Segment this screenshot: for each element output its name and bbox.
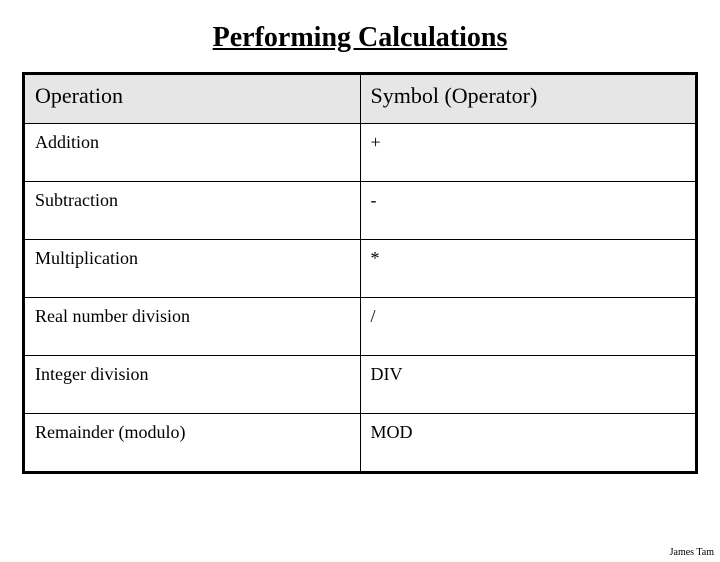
cell-operation: Addition (24, 124, 361, 182)
cell-symbol: / (360, 298, 697, 356)
footer-author: James Tam (670, 547, 714, 558)
page-title: Performing Calculations (0, 22, 720, 54)
table-row: Real number division / (24, 298, 697, 356)
cell-operation: Multiplication (24, 240, 361, 298)
cell-operation: Real number division (24, 298, 361, 356)
cell-symbol: * (360, 240, 697, 298)
table-row: Addition + (24, 124, 697, 182)
cell-symbol: + (360, 124, 697, 182)
cell-symbol: - (360, 182, 697, 240)
table-row: Remainder (modulo) MOD (24, 414, 697, 473)
cell-operation: Remainder (modulo) (24, 414, 361, 473)
table-header-row: Operation Symbol (Operator) (24, 74, 697, 124)
table-row: Subtraction - (24, 182, 697, 240)
table-row: Multiplication * (24, 240, 697, 298)
cell-symbol: MOD (360, 414, 697, 473)
cell-operation: Subtraction (24, 182, 361, 240)
header-operation: Operation (24, 74, 361, 124)
operations-table: Operation Symbol (Operator) Addition + S… (22, 72, 698, 474)
header-symbol: Symbol (Operator) (360, 74, 697, 124)
table-row: Integer division DIV (24, 356, 697, 414)
cell-symbol: DIV (360, 356, 697, 414)
cell-operation: Integer division (24, 356, 361, 414)
